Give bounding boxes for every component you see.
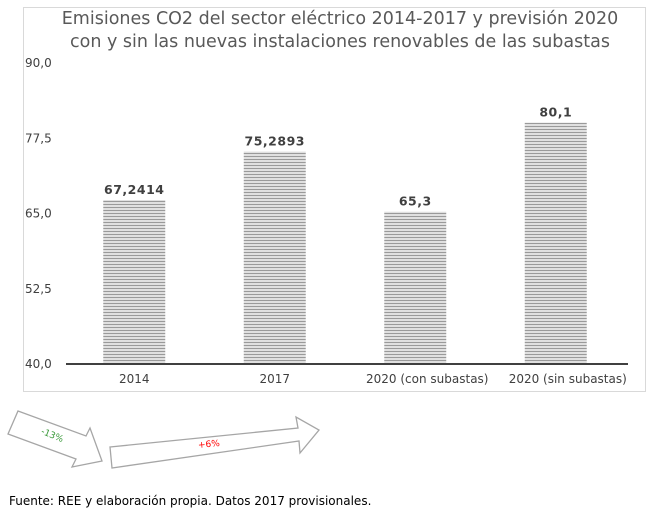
bar-2014 bbox=[103, 200, 166, 364]
arrow-increase-label: +6% bbox=[198, 439, 221, 451]
category-label: 2020 (con subastas) bbox=[366, 372, 488, 386]
chart-title-line-2: con y sin las nuevas instalaciones renov… bbox=[70, 32, 610, 52]
source-note: Fuente: REE y elaboración propia. Datos … bbox=[9, 494, 372, 508]
y-tick-label: 40,0 bbox=[25, 357, 52, 371]
data-label: 75,2893 bbox=[245, 134, 305, 149]
data-label: 65,3 bbox=[399, 194, 432, 209]
data-label: 67,2414 bbox=[104, 182, 164, 197]
category-label: 2014 bbox=[119, 372, 150, 386]
arrow-increase: +6% bbox=[109, 415, 320, 469]
chart-title-line-1: Emisiones CO2 del sector eléctrico 2014-… bbox=[62, 9, 619, 29]
bar-2017 bbox=[243, 151, 306, 364]
bar-2020-con-subastas bbox=[384, 211, 447, 364]
y-tick-label: 65,0 bbox=[25, 207, 52, 221]
arrow-decrease: -13% bbox=[7, 410, 103, 468]
category-label: 2020 (sin subastas) bbox=[509, 372, 627, 386]
bar-2020-sin-subastas bbox=[524, 122, 587, 365]
y-tick-label: 77,5 bbox=[25, 131, 52, 145]
y-tick-label: 90,0 bbox=[25, 56, 52, 70]
category-label: 2017 bbox=[259, 372, 290, 386]
data-label: 80,1 bbox=[539, 105, 572, 120]
arrow-decrease-shape bbox=[7, 410, 103, 468]
arrow-increase-shape bbox=[109, 415, 320, 469]
y-tick-label: 52,5 bbox=[25, 282, 52, 296]
